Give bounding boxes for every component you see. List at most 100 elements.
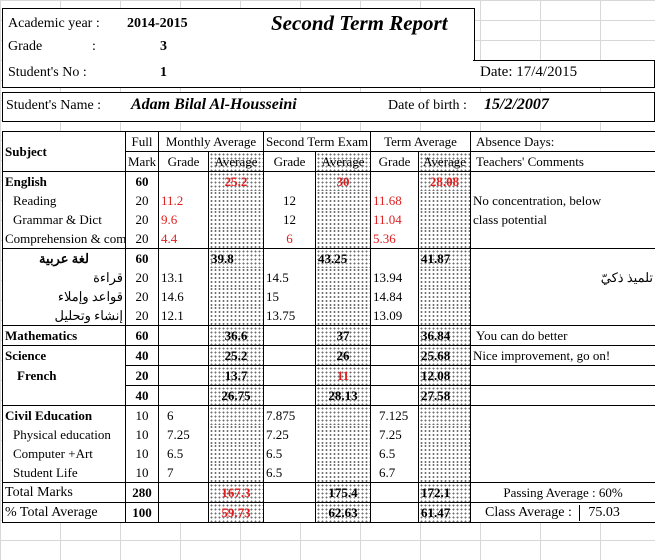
student-name-label: Student's Name : bbox=[6, 98, 102, 113]
subject-name: English bbox=[2, 171, 126, 191]
table-row: Computer +Art 10 6.5 6.5 6.5 bbox=[2, 444, 655, 463]
monthly-average: 39.8 bbox=[207, 248, 265, 268]
subject-name: Civil Education bbox=[2, 405, 126, 425]
second-grade: 7.875 bbox=[263, 405, 317, 425]
table-row: Reading 20 11.2 12 11.68 No concentratio… bbox=[2, 191, 655, 210]
full-mark: 10 bbox=[125, 463, 159, 483]
full-mark: 60 bbox=[125, 171, 159, 191]
term-avg-header: Average bbox=[418, 151, 472, 172]
term-grade: 5.36 bbox=[370, 229, 420, 249]
absence-days-header: Absence Days: bbox=[470, 131, 655, 152]
student-name-value: Adam Bilal Al-Housseini bbox=[131, 96, 297, 113]
second-grade: 12 bbox=[263, 191, 317, 210]
subject-name: Student Life bbox=[2, 463, 126, 483]
table-row: 40 26.75 28.13 27.58 bbox=[2, 385, 655, 406]
subject-name: Science bbox=[2, 345, 126, 366]
comments-header: Teachers' Comments bbox=[470, 151, 655, 172]
table-row: Grammar & Dict 20 9.6 12 11.04 class pot… bbox=[2, 210, 655, 229]
term-grade-header: Grade bbox=[370, 151, 420, 172]
full-mark: 20 bbox=[125, 229, 159, 249]
table-row: Comprehension & comp 20 4.4 6 5.36 bbox=[2, 229, 655, 249]
student-no-label: Student's No : bbox=[8, 65, 87, 80]
monthly-grade-header: Grade bbox=[158, 151, 209, 172]
teacher-comment: You can do better bbox=[470, 325, 655, 346]
second-grade: 6.5 bbox=[263, 444, 317, 463]
monthly-grade: 11.2 bbox=[158, 191, 209, 210]
subject-name: قواعد وإملاء bbox=[2, 287, 126, 306]
teacher-comment: No concentration, below bbox=[470, 191, 655, 210]
term-average: 28.08 bbox=[418, 171, 472, 191]
second-average: 43.25 bbox=[315, 248, 372, 268]
second-average: 26 bbox=[315, 345, 372, 366]
monthly-average-header: Monthly Average bbox=[157, 131, 265, 152]
second-grade: 14.5 bbox=[263, 268, 317, 287]
subject-name: Comprehension & comp bbox=[2, 229, 126, 249]
monthly-avg-header: Average bbox=[207, 151, 265, 172]
grade-value: 3 bbox=[160, 39, 167, 54]
monthly-grade: 12.1 bbox=[158, 306, 209, 326]
table-row: French 20 13.7 11 12.08 bbox=[2, 365, 655, 386]
teacher-comment: class potential bbox=[470, 210, 655, 229]
subject-name: Computer +Art bbox=[2, 444, 126, 463]
academic-year-label: Academic year : bbox=[8, 16, 100, 31]
monthly-average: 59.73 bbox=[207, 502, 265, 523]
subject-name: Reading bbox=[2, 191, 126, 210]
academic-year-value: 2014-2015 bbox=[127, 16, 188, 31]
full-mark: 40 bbox=[125, 345, 159, 366]
term-average: 172.1 bbox=[418, 482, 472, 503]
table-row: Science 40 25.2 26 25.68 Nice improvemen… bbox=[2, 345, 655, 366]
table-row: إنشاء وتحليل 20 12.1 13.75 13.09 bbox=[2, 306, 655, 326]
table-row: % Total Average 100 59.73 62.63 61.47 Cl… bbox=[2, 502, 655, 523]
monthly-grade: 13.1 bbox=[158, 268, 209, 287]
monthly-average: 25.2 bbox=[207, 345, 265, 366]
second-grade: 15 bbox=[263, 287, 317, 306]
second-average: 11 bbox=[315, 365, 372, 386]
full-mark: 20 bbox=[125, 210, 159, 229]
second-average: 62.63 bbox=[315, 502, 372, 523]
second-term-header: Second Term Exam bbox=[263, 131, 372, 152]
date-frame bbox=[473, 60, 655, 88]
full-mark: 20 bbox=[125, 365, 159, 386]
term-average: 41.87 bbox=[418, 248, 472, 268]
student-name-frame bbox=[2, 92, 380, 122]
report-date: Date: 17/4/2015 bbox=[480, 64, 578, 80]
dob-label: Date of birth : bbox=[388, 98, 467, 113]
table-row: قواعد وإملاء 20 14.6 15 14.84 bbox=[2, 287, 655, 306]
header-info-frame bbox=[2, 8, 475, 88]
second-average: 28.13 bbox=[315, 385, 372, 406]
dob-value: 15/2/2007 bbox=[484, 96, 549, 113]
subject-name: إنشاء وتحليل bbox=[2, 306, 126, 326]
term-grade: 14.84 bbox=[370, 287, 420, 306]
dob-frame bbox=[378, 92, 655, 122]
subject-name: Mathematics bbox=[2, 325, 126, 346]
full-mark: 20 bbox=[125, 287, 159, 306]
class-average-label: Class Average : bbox=[485, 504, 572, 520]
second-grade-header: Grade bbox=[263, 151, 317, 172]
report-table: Subject Full Monthly Average Second Term… bbox=[2, 131, 655, 523]
table-header-row-2: Mark Grade Average Grade Average Grade A… bbox=[3, 151, 655, 172]
monthly-grade: 4.4 bbox=[158, 229, 209, 249]
full-mark-header-2: Mark bbox=[125, 151, 159, 172]
grade-colon: : bbox=[92, 39, 96, 54]
second-grade: 6.5 bbox=[263, 463, 317, 483]
full-mark: 10 bbox=[125, 444, 159, 463]
full-mark-header-1: Full bbox=[125, 131, 159, 152]
second-average: 30 bbox=[315, 171, 372, 191]
monthly-average: 36.6 bbox=[207, 325, 265, 346]
term-average: 36.84 bbox=[418, 325, 472, 346]
teacher-comment: Nice improvement, go on! bbox=[470, 345, 655, 366]
full-mark: 40 bbox=[125, 385, 159, 406]
teacher-comment: تلميذ ذكيّ bbox=[470, 268, 655, 287]
subject-name: Total Marks bbox=[2, 482, 126, 503]
term-average: 25.68 bbox=[418, 345, 472, 366]
term-grade: 7.25 bbox=[370, 425, 420, 444]
term-grade: 13.94 bbox=[370, 268, 420, 287]
table-row: Physical education 10 7.25 7.25 7.25 bbox=[2, 425, 655, 444]
passing-average: Passing Average : 60% bbox=[470, 482, 655, 503]
subject-name: % Total Average bbox=[2, 502, 126, 523]
subject-name: Grammar & Dict bbox=[2, 210, 126, 229]
term-grade: 7.125 bbox=[370, 405, 420, 425]
full-mark: 10 bbox=[125, 405, 159, 425]
monthly-average: 25.2 bbox=[207, 171, 265, 191]
monthly-grade: 9.6 bbox=[158, 210, 209, 229]
